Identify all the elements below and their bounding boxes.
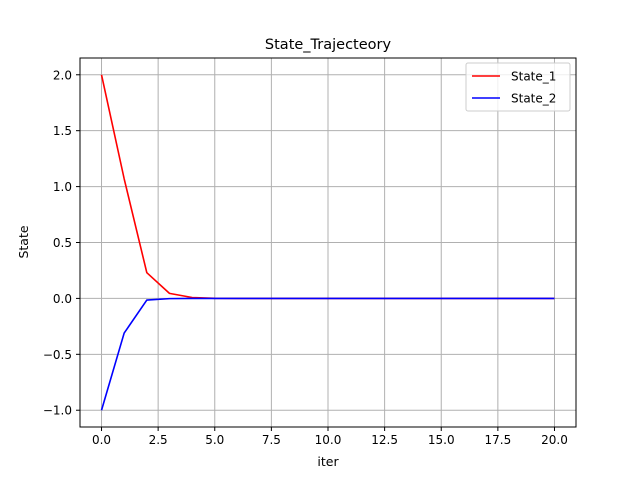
x-tick-label: 10.0 [315, 433, 342, 447]
x-tick-label: 2.5 [149, 433, 168, 447]
legend: State_1 State_2 [465, 62, 571, 112]
legend-box [465, 62, 571, 112]
x-tick-label: 12.5 [371, 433, 398, 447]
legend-label: State_1 [511, 70, 556, 84]
series-line-state_2 [100, 297, 555, 411]
x-tick-label: 15.0 [428, 433, 455, 447]
x-tick-label: 20.0 [541, 433, 568, 447]
x-tick-label: 5.0 [205, 433, 224, 447]
series-lines [100, 74, 555, 411]
grid [80, 58, 576, 427]
y-tick-label: 2.0 [53, 68, 72, 82]
y-tick-label: 0.0 [53, 292, 72, 306]
y-tick-label: −0.5 [43, 348, 72, 362]
y-tick-label: 0.5 [53, 236, 72, 250]
x-tick-label: 17.5 [485, 433, 512, 447]
x-axis-label: iter [317, 454, 339, 469]
y-tick-label: −1.0 [43, 404, 72, 418]
y-tick-label: 1.0 [53, 180, 72, 194]
legend-label: State_2 [511, 92, 556, 106]
chart-title: State_Trajecteory [265, 37, 392, 53]
axis-ticks: 0.0 2.5 5.0 7.5 10.0 12.5 15.0 17.5 20.0 −1.0 −0.5… [43, 68, 568, 447]
y-axis-label: State [16, 225, 31, 258]
y-tick-label: 1.5 [53, 124, 72, 138]
x-tick-label: 0.0 [92, 433, 111, 447]
x-tick-label: 7.5 [262, 433, 281, 447]
